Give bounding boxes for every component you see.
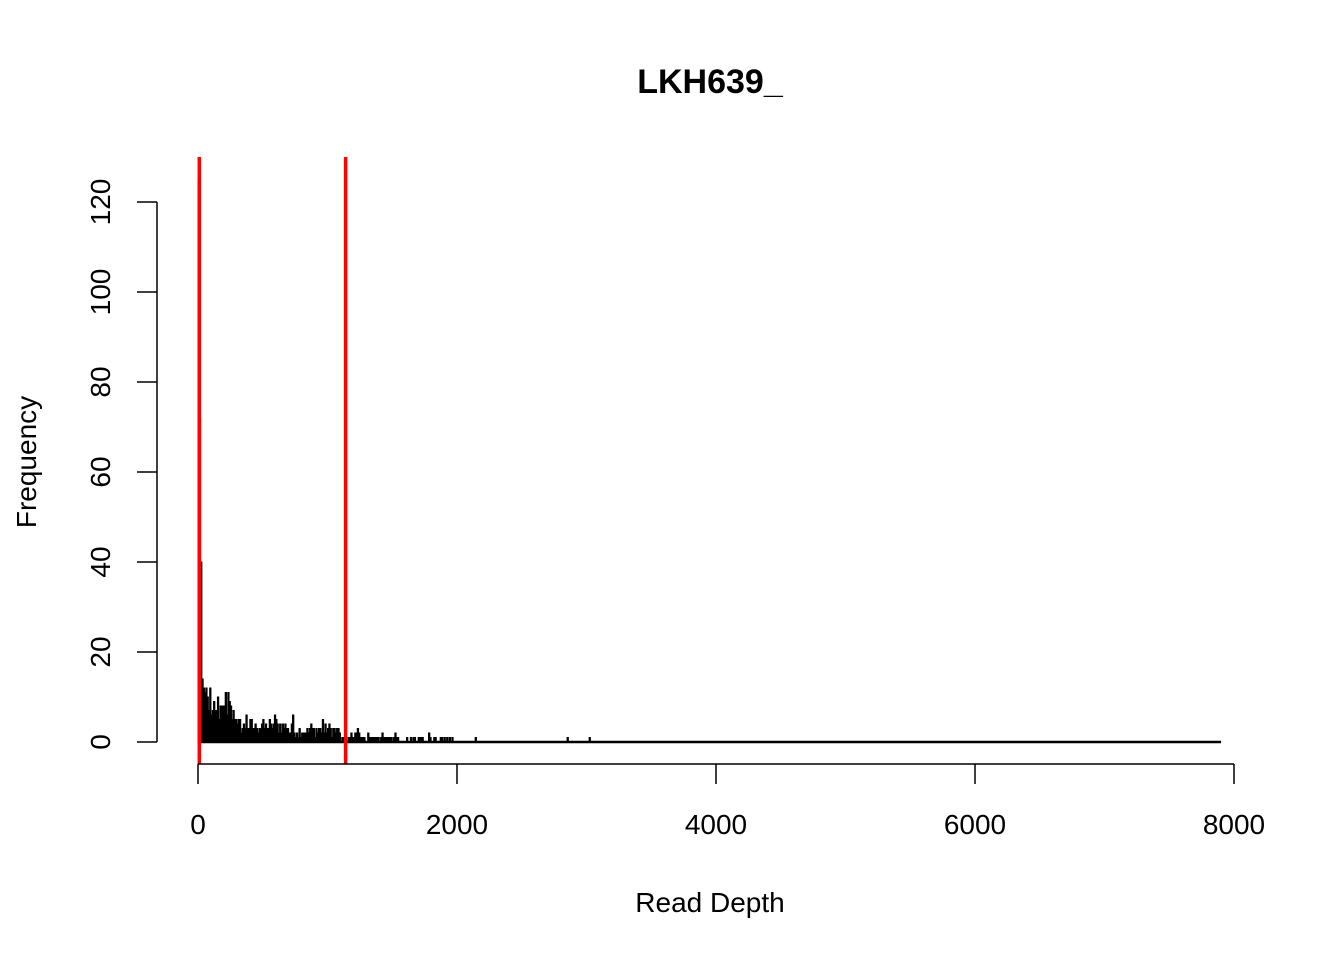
x-tick-label: 0 [190,809,206,840]
x-tick-label: 8000 [1203,809,1265,840]
x-axis-label: Read Depth [635,887,784,918]
histogram-bars [197,179,1222,744]
y-tick-label: 80 [85,366,116,397]
y-tick-label: 0 [85,734,116,750]
x-tick-label: 4000 [685,809,747,840]
x-tick-label: 2000 [426,809,488,840]
y-axis: 0 20 40 60 80 100 120 [85,179,158,750]
y-tick-label: 120 [85,179,116,226]
y-tick-label: 100 [85,269,116,316]
y-axis-label: Frequency [11,396,42,528]
y-tick-label: 20 [85,636,116,667]
x-tick-label: 6000 [944,809,1006,840]
chart-title: LKH639_ [637,63,784,101]
x-axis: 0 2000 4000 6000 8000 [190,763,1265,840]
histogram-bar [338,732,341,743]
y-tick-label: 40 [85,546,116,577]
y-tick-label: 60 [85,456,116,487]
threshold-lines [197,157,348,764]
